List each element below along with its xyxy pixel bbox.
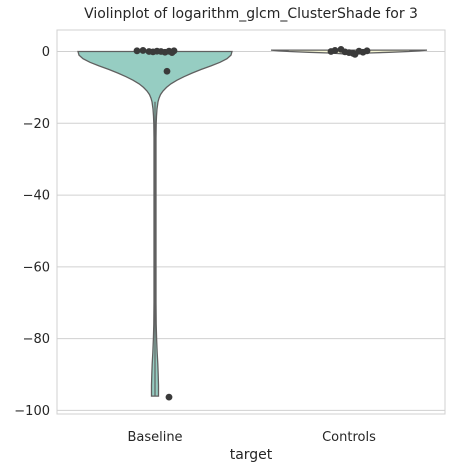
- y-tick-label: −40: [23, 189, 50, 204]
- violin-layer: [77, 49, 428, 397]
- x-tick-labels: Baseline Controls: [127, 430, 376, 445]
- data-point: [327, 48, 335, 55]
- chart-title: Violinplot of logarithm_glcm_ClusterShad…: [84, 6, 418, 22]
- x-axis-label: target: [230, 447, 273, 463]
- data-point: [165, 393, 173, 401]
- y-tick-label: −80: [23, 332, 50, 347]
- y-tick-label: −100: [14, 404, 50, 419]
- data-point: [163, 67, 171, 75]
- y-tick-labels: 0 −20 −40 −60 −80 −100: [14, 45, 50, 419]
- data-point: [170, 47, 178, 55]
- y-tick-label: −60: [23, 260, 50, 275]
- x-tick-label: Controls: [322, 430, 376, 445]
- y-tick-label: 0: [42, 45, 50, 60]
- data-point: [139, 47, 147, 54]
- grid-layer: [57, 51, 445, 411]
- plot-frame: [56, 29, 446, 415]
- x-tick-label: Baseline: [127, 430, 182, 445]
- point-layer: [133, 45, 371, 401]
- data-point: [363, 47, 371, 55]
- data-point: [133, 47, 141, 55]
- y-tick-label: −20: [23, 117, 50, 132]
